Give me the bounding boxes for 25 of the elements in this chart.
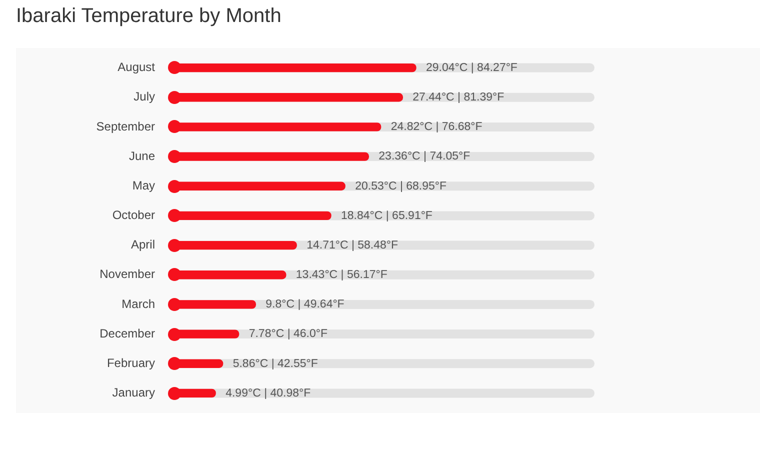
y-tick-label: December — [100, 326, 155, 340]
y-tick-label: January — [112, 386, 155, 400]
data-label: 5.86°C | 42.55°F — [232, 358, 318, 370]
y-tick-label: July — [134, 90, 155, 104]
y-tick-label: June — [128, 148, 156, 163]
data-label: 7.78°C | 46.0°F — [248, 328, 328, 340]
data-label: 9.8°C | 49.64°F — [266, 298, 344, 311]
y-tick-label: November — [100, 267, 155, 282]
data-label: 24.82°C | 76.68°F — [390, 121, 482, 134]
data-label: 23.36°C | 74.05°F — [378, 150, 470, 163]
data-label: 18.84°C | 65.91°F — [341, 210, 432, 222]
y-tick-label: October — [112, 208, 155, 222]
data-label: 4.99°C | 40.98°F — [226, 387, 311, 400]
chart-title: Ibaraki Temperature by Month — [16, 4, 282, 28]
data-label: 14.71°C | 58.48°F — [306, 239, 398, 252]
data-label: 20.53°C | 68.95°F — [355, 180, 447, 192]
data-label: 27.44°C | 81.39°F — [412, 92, 504, 104]
data-label: 13.43°C | 56.17°F — [296, 269, 388, 282]
y-tick-label: April — [130, 238, 155, 252]
y-tick-label: September — [96, 119, 155, 134]
y-tick-label: February — [106, 356, 155, 370]
y-tick-label: March — [122, 296, 155, 311]
y-tick-label: August — [118, 60, 156, 74]
y-tick-label: May — [132, 178, 155, 192]
data-label: 29.04°C | 84.27°F — [426, 62, 518, 74]
